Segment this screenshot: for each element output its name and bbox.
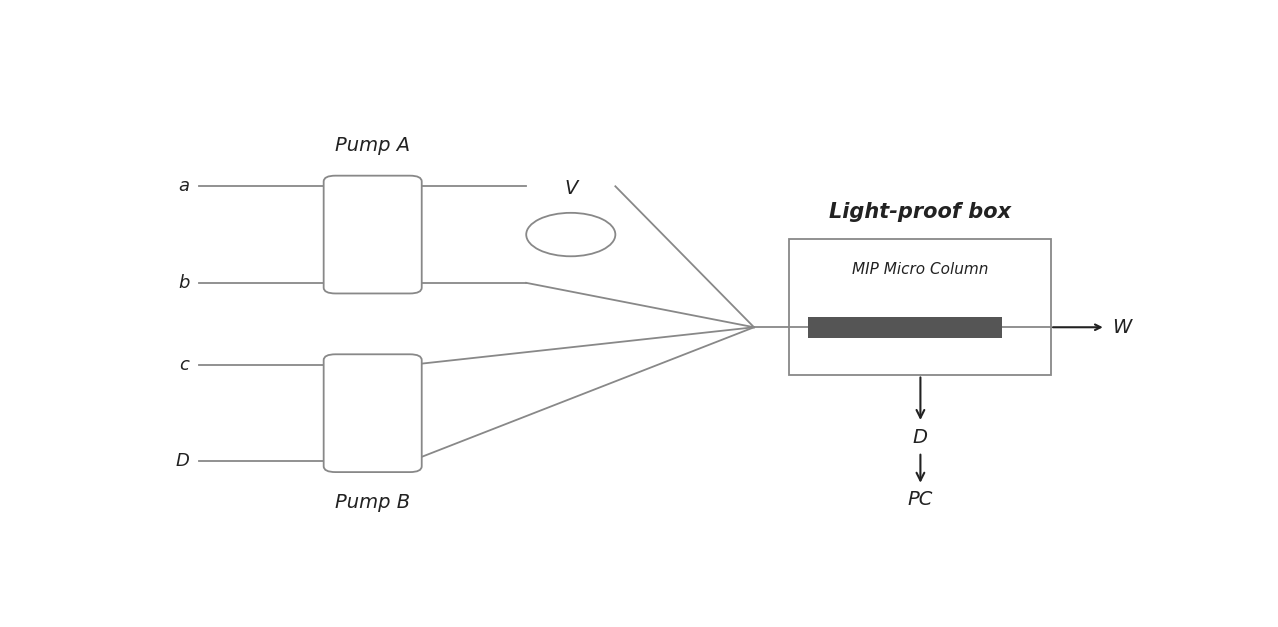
Text: b: b: [178, 274, 189, 292]
Bar: [789, 240, 1051, 374]
Text: c: c: [180, 356, 189, 374]
Text: MIP Micro Column: MIP Micro Column: [851, 261, 988, 277]
Text: Pump A: Pump A: [335, 136, 410, 155]
Text: V: V: [564, 179, 578, 198]
FancyBboxPatch shape: [323, 354, 422, 472]
Circle shape: [527, 213, 616, 256]
Text: PC: PC: [907, 490, 933, 510]
Text: a: a: [179, 177, 189, 195]
Text: W: W: [1113, 318, 1132, 337]
Text: D: D: [175, 453, 189, 470]
Text: D: D: [912, 428, 928, 446]
Text: Light-proof box: Light-proof box: [829, 203, 1011, 223]
Text: Pump B: Pump B: [335, 493, 410, 512]
FancyBboxPatch shape: [323, 176, 422, 293]
Bar: [809, 317, 1002, 339]
